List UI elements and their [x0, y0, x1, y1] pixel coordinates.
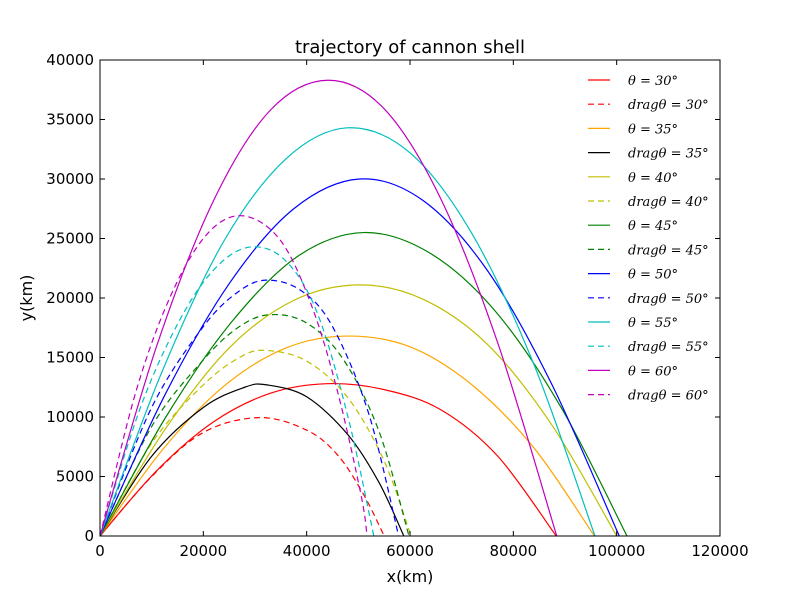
- legend-label-12: θ = 60°: [628, 364, 678, 379]
- x-tick-label: 20000: [179, 542, 227, 560]
- y-tick-label: 25000: [46, 230, 94, 248]
- series-line-7: [99, 313, 410, 537]
- x-tick-label: 120000: [691, 542, 748, 560]
- x-tick-label: 100000: [588, 542, 645, 560]
- series-line-1: [99, 416, 385, 537]
- x-tick-label: 60000: [386, 542, 434, 560]
- x-tick-label: 40000: [283, 542, 331, 560]
- series-line-9: [99, 279, 400, 537]
- series-line-6: [99, 231, 628, 537]
- y-axis-title: y(km): [17, 275, 36, 322]
- legend-label-1: dragθ = 30°: [628, 98, 709, 113]
- legend-label-3: dragθ = 35°: [628, 147, 709, 162]
- series-line-2: [99, 335, 595, 537]
- legend: θ = 30° dragθ = 30° θ = 35° dragθ = 35° θ = …: [588, 74, 709, 404]
- legend-label-2: θ = 35°: [628, 122, 678, 137]
- series-line-4: [99, 284, 618, 537]
- y-tick-label: 10000: [46, 408, 94, 426]
- y-tick-label: 15000: [46, 349, 94, 367]
- y-tick-label: 0: [84, 527, 94, 545]
- legend-label-13: dragθ = 60°: [628, 389, 709, 404]
- y-tick-label: 5000: [56, 468, 94, 486]
- series-line-11: [99, 246, 375, 537]
- legend-label-7: dragθ = 45°: [628, 243, 709, 258]
- chart-title: trajectory of cannon shell: [295, 37, 525, 58]
- x-tick-label: 80000: [489, 542, 537, 560]
- x-axis-ticks: 0 20000 40000 60000 80000 100000 120000: [95, 60, 749, 560]
- y-tick-label: 20000: [46, 289, 94, 307]
- series-line-8: [99, 178, 620, 537]
- plot-frame: [99, 59, 721, 537]
- y-tick-label: 35000: [46, 111, 94, 129]
- legend-label-10: θ = 55°: [628, 316, 678, 331]
- legend-label-8: θ = 50°: [628, 268, 678, 283]
- y-axis-ticks: 0 5000 10000 15000 20000 25000 30000 35000 40000: [46, 51, 720, 545]
- plot-lines: [99, 79, 628, 537]
- legend-label-5: dragθ = 40°: [628, 195, 709, 210]
- series-line-3: [99, 383, 405, 537]
- legend-label-0: θ = 30°: [628, 74, 678, 89]
- series-line-0: [99, 382, 557, 537]
- x-tick-label: 0: [95, 542, 105, 560]
- x-axis-title: x(km): [387, 567, 434, 586]
- y-tick-label: 40000: [46, 51, 94, 69]
- legend-label-11: dragθ = 55°: [628, 340, 709, 355]
- series-line-12: [99, 79, 558, 537]
- legend-label-9: dragθ = 50°: [628, 292, 709, 307]
- series-line-10: [99, 127, 596, 537]
- legend-label-6: θ = 45°: [628, 219, 678, 234]
- legend-label-4: θ = 40°: [628, 171, 678, 186]
- y-tick-label: 30000: [46, 170, 94, 188]
